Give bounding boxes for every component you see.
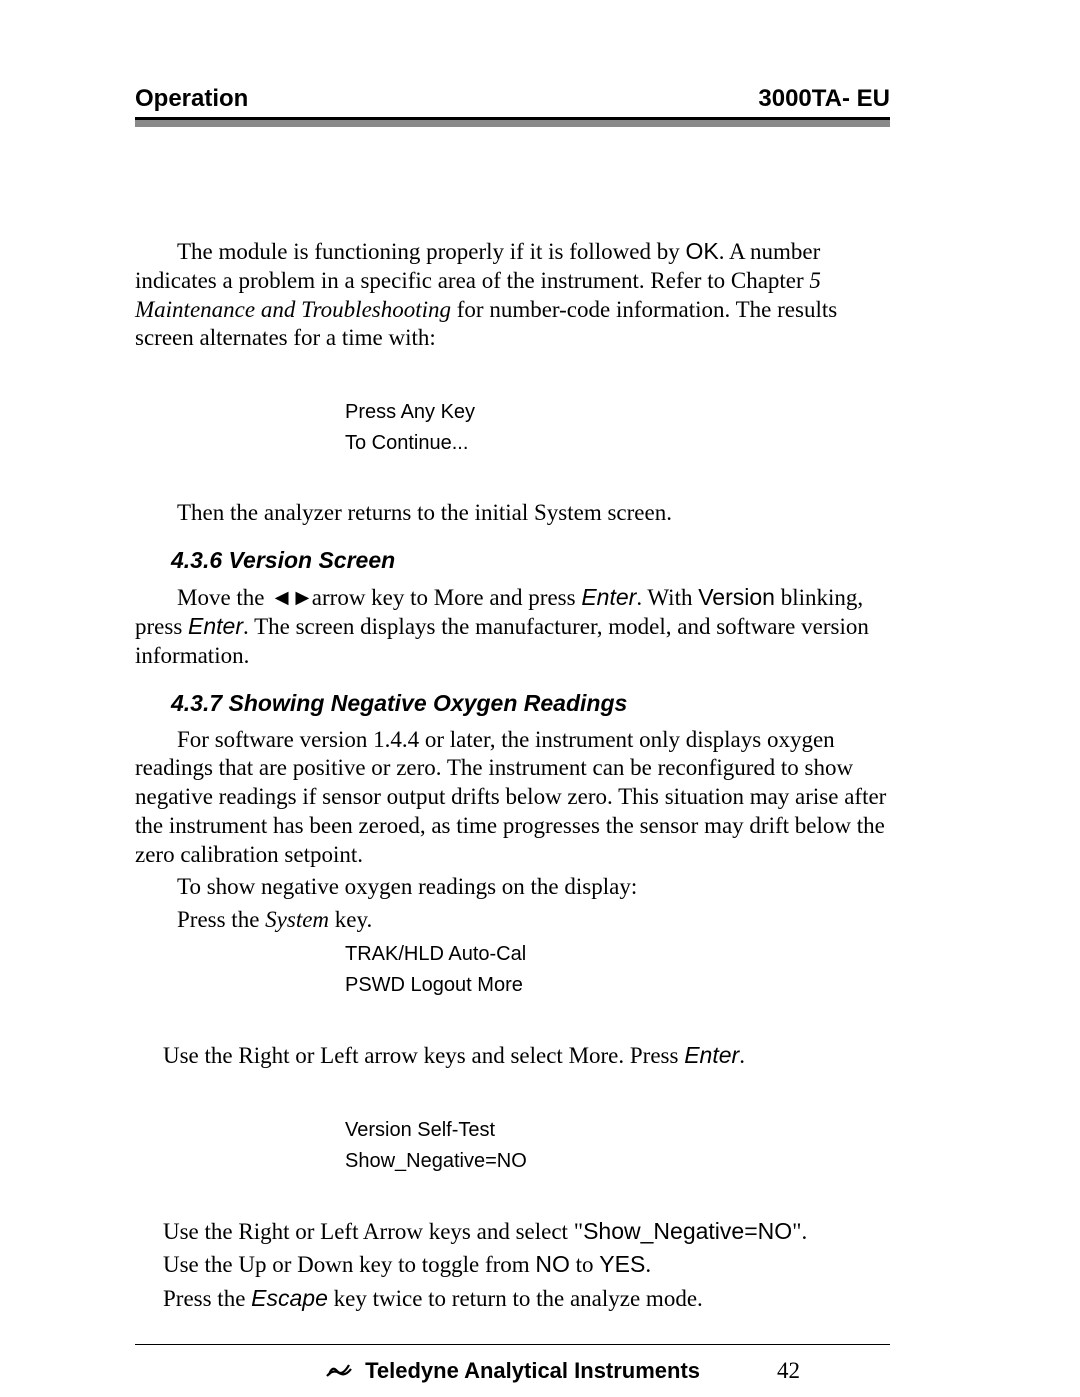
page-footer: Teledyne Analytical Instruments 42 xyxy=(135,1357,890,1386)
header-rule xyxy=(135,117,890,127)
body-content: The module is functioning properly if it… xyxy=(135,237,890,1386)
page: Operation 3000TA- EU The module is funct… xyxy=(0,0,1080,1397)
heading-negative-readings: 4.3.7 Showing Negative Oxygen Readings xyxy=(171,689,890,718)
page-header: Operation 3000TA- EU xyxy=(135,85,890,117)
screen-line: PSWD Logout More xyxy=(345,970,890,1001)
screen-line: Show_Negative=NO xyxy=(345,1146,890,1177)
screen-line: Version Self-Test xyxy=(345,1115,890,1146)
paragraph-select-show-negative: Use the Right or Left Arrow keys and sel… xyxy=(163,1217,890,1247)
paragraph-version-screen: Move the ◄►arrow key to More and press E… xyxy=(135,583,890,671)
paragraph-negative-intro: For software version 1.4.4 or later, the… xyxy=(135,726,890,870)
paragraph-to-show: To show negative oxygen readings on the … xyxy=(135,873,890,902)
footer-page-number: 42 xyxy=(777,1357,800,1386)
screen-line: Press Any Key xyxy=(345,397,890,428)
heading-version-screen: 4.3.6 Version Screen xyxy=(171,546,890,575)
paragraph-select-more: Use the Right or Left arrow keys and sel… xyxy=(163,1041,890,1071)
screen-line: TRAK/HLD Auto-Cal xyxy=(345,939,890,970)
paragraph-toggle: Use the Up or Down key to toggle from NO… xyxy=(163,1250,890,1280)
paragraph-return-system: Then the analyzer returns to the initial… xyxy=(135,499,890,528)
footer-rule xyxy=(135,1344,890,1345)
paragraph-press-system: Press the System key. xyxy=(135,906,890,935)
header-right: 3000TA- EU xyxy=(758,85,890,113)
paragraph-escape: Press the Escape key twice to return to … xyxy=(163,1284,890,1314)
screen-line: To Continue... xyxy=(345,428,890,459)
arrow-icons: ◄► xyxy=(270,584,312,610)
logo-icon xyxy=(325,1358,353,1386)
screen-display-1: Press Any Key To Continue... xyxy=(345,397,890,459)
screen-display-2: TRAK/HLD Auto-Cal PSWD Logout More xyxy=(345,939,890,1001)
footer-company: Teledyne Analytical Instruments xyxy=(365,1358,700,1383)
header-left: Operation xyxy=(135,85,248,113)
paragraph-module-ok: The module is functioning properly if it… xyxy=(135,237,890,353)
screen-display-3: Version Self-Test Show_Negative=NO xyxy=(345,1115,890,1177)
